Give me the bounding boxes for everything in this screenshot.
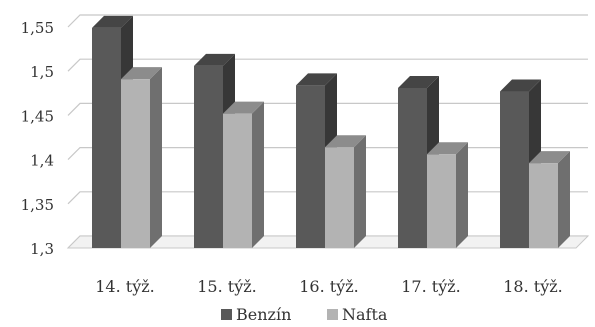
x-axis: 14. týž. 15. týž. 16. týž. 17. týž. 18. týž.: [95, 277, 563, 296]
bar-series2: [121, 67, 162, 248]
legend-label: Benzín: [236, 305, 291, 324]
x-category-label: 15. týž.: [197, 277, 257, 296]
y-tick-label: 1,45: [21, 107, 54, 125]
bar-series2: [427, 142, 468, 248]
x-category-label: 17. týž.: [401, 277, 461, 296]
y-tick-label: 1,35: [21, 196, 54, 214]
legend-label: Nafta: [342, 305, 388, 324]
bar-series2: [529, 151, 570, 248]
y-tick-label: 1,5: [30, 63, 54, 81]
x-category-label: 14. týž.: [95, 277, 155, 296]
legend-swatch: [327, 309, 338, 320]
bar-series2: [223, 101, 264, 248]
y-tick-label: 1,4: [30, 152, 54, 170]
legend: Benzín Nafta: [221, 305, 388, 324]
bar-series1: [398, 75, 439, 248]
y-tick-label: 1,3: [30, 240, 54, 258]
bar-series2: [325, 135, 366, 248]
x-category-label: 18. týž.: [503, 277, 563, 296]
bars: [92, 15, 570, 249]
gridline: [67, 14, 588, 28]
gridline: [67, 58, 588, 72]
legend-swatch: [221, 309, 232, 320]
y-tick-label: 1,55: [21, 19, 54, 37]
y-axis: 1,3 1,35 1,4 1,45 1,5 1,55: [21, 19, 54, 258]
x-category-label: 16. týž.: [299, 277, 359, 296]
